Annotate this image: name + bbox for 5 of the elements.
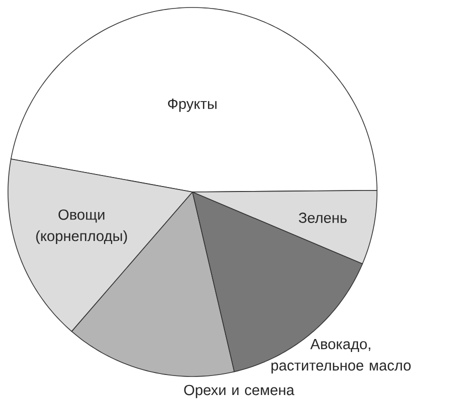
slice-label: Зелень	[298, 212, 347, 223]
slice-label: Авокадо, растительное масло	[272, 339, 411, 374]
slice-label: Фрукты	[168, 98, 216, 112]
slice-label: Овощи (корнеплоды)	[36, 209, 127, 244]
slice-label: Орехи и семена	[184, 384, 294, 398]
